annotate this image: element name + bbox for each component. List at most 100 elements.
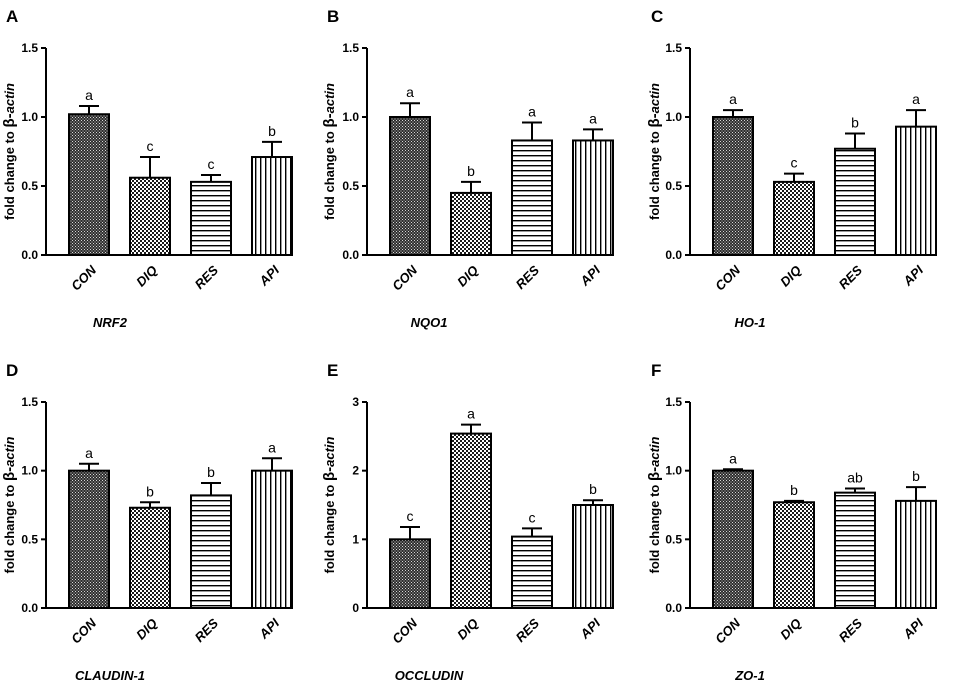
y-tick-label: 1.0 [21,464,38,478]
significance-letter: a [589,110,597,126]
bar-con [712,469,754,609]
y-tick-label: 1.5 [21,395,38,409]
x-tick-label: CON [712,615,743,646]
y-tick-label: 0.5 [342,179,359,193]
gene-label: CLAUDIN-1 [75,668,145,681]
bar-con [712,116,754,256]
x-tick-label: RES [513,262,543,292]
bar-res [190,180,232,256]
x-tick-label: CON [68,615,99,646]
y-tick-label: 0.0 [665,601,682,615]
gene-label: OCCLUDIN [395,668,464,681]
x-tick-label: RES [836,615,866,645]
y-tick-label: 0.5 [21,179,38,193]
significance-letter: b [268,123,276,139]
y-tick-label: 1.0 [665,110,682,124]
bar-api [572,139,614,257]
x-tick-label: DIQ [454,616,481,643]
y-tick-label: 1.0 [342,110,359,124]
significance-letter: c [791,155,798,171]
bar-api [251,469,293,609]
panel-letter: D [6,361,18,380]
bar-api [572,504,614,609]
y-tick-label: 0.0 [342,248,359,262]
significance-letter: a [729,450,737,466]
significance-letter: a [912,91,920,107]
significance-letter: c [407,508,414,524]
x-tick-label: CON [712,262,743,293]
x-tick-label: RES [192,262,222,292]
y-tick-label: 0.5 [21,532,38,546]
x-tick-label: API [576,262,603,289]
x-tick-label: DIQ [777,616,804,643]
y-tick-label: 0.0 [21,601,38,615]
significance-letter: a [85,445,93,461]
x-tick-label: API [255,262,282,289]
bar-con [389,538,431,609]
x-tick-label: DIQ [454,263,481,290]
bar-diq [129,506,171,610]
y-axis-label: fold change to β-actin [1,83,18,220]
bar-res [834,147,876,257]
y-axis-label: fold change to β-actin [321,436,338,573]
y-tick-label: 0 [352,601,359,615]
y-axis-label: fold change to β-actin [646,436,663,573]
bar-con [389,116,431,256]
y-tick-label: 1 [352,532,359,546]
x-tick-label: RES [836,262,866,292]
significance-letter: b [851,115,859,131]
y-axis-label: fold change to β-actin [646,83,663,220]
x-tick-label: DIQ [133,616,160,643]
significance-letter: ab [847,470,863,486]
y-tick-label: 1.0 [21,110,38,124]
y-tick-label: 2 [352,464,359,478]
x-tick-label: CON [389,615,420,646]
bar-diq [773,180,815,256]
y-tick-label: 0.0 [21,248,38,262]
significance-letter: c [529,509,536,525]
significance-letter: a [729,91,737,107]
significance-letter: a [528,104,536,120]
bar-diq [773,501,815,609]
bar-con [68,469,110,609]
bar-api [895,125,937,256]
y-tick-label: 0.0 [665,248,682,262]
significance-letter: b [146,483,154,499]
y-tick-label: 1.5 [342,41,359,55]
panel-letter: F [651,361,661,380]
x-tick-label: RES [192,615,222,645]
significance-letter: b [790,482,798,498]
y-tick-label: 1.5 [21,41,38,55]
x-tick-label: CON [389,262,420,293]
significance-letter: c [208,156,215,172]
x-tick-label: CON [68,262,99,293]
gene-label: NQO1 [411,315,448,330]
panel-letter: E [327,361,338,380]
x-tick-label: API [576,615,603,642]
bar-diq [129,176,171,256]
significance-letter: a [467,406,475,422]
x-tick-label: API [255,615,282,642]
x-tick-label: DIQ [133,263,160,290]
significance-letter: c [147,138,154,154]
y-tick-label: 0.5 [665,179,682,193]
bar-res [511,139,553,257]
y-tick-label: 1.5 [665,41,682,55]
x-tick-label: RES [513,615,543,645]
significance-letter: b [207,464,215,480]
significance-letter: b [467,163,475,179]
y-axis-label: fold change to β-actin [1,436,18,573]
y-tick-label: 3 [352,395,359,409]
significance-letter: a [85,87,93,103]
gene-label: HO-1 [734,315,765,330]
bar-diq [450,191,492,256]
gene-label: ZO-1 [734,668,765,681]
significance-letter: a [406,84,414,100]
y-tick-label: 1.0 [665,464,682,478]
